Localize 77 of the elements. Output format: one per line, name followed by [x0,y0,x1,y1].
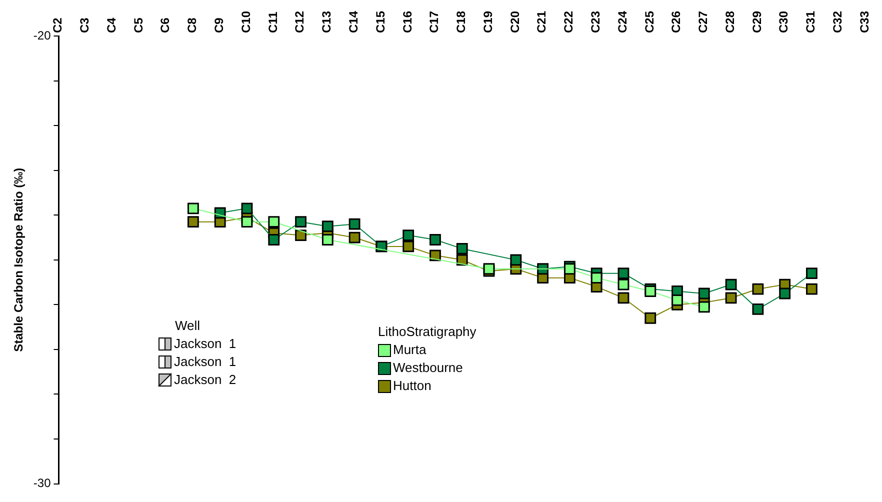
x-tick-label: C10 [238,10,253,34]
x-tick-label: C12 [292,10,307,34]
x-tick-label: C14 [346,10,360,34]
x-tick-label: C31 [804,10,818,34]
x-tick-label: C11 [266,11,280,34]
x-tick-label: C15 [373,10,388,34]
x-tick-label: C21 [534,10,549,34]
x-tick-label: C19 [480,10,495,34]
x-tick-label: C2 [50,17,65,34]
x-tick-label: C32 [830,10,845,34]
x-tick-label: C16 [400,10,414,34]
x-tick-label: C33 [857,10,872,34]
point [348,232,360,244]
point [725,292,737,304]
point [241,202,253,214]
x-tick-label: C24 [615,10,630,34]
legend-title: LithoStratigraphy [378,323,476,341]
point [779,288,791,300]
point [295,230,306,241]
point [456,254,468,266]
y-tick-label: -20 [33,28,52,42]
annotation: Jackson 2 [174,371,236,389]
point [618,278,630,290]
x-tick-label: C25 [642,10,656,34]
x-tick-label: C13 [320,10,334,34]
x-tick-label: C26 [669,10,684,34]
point [752,303,764,315]
annotation: Jackson 1 [174,353,236,371]
x-tick-label: C22 [562,10,576,34]
point [644,286,656,297]
x-tick-label: C29 [750,10,764,34]
y-axis-title: Stable Carbon Isotope Ratio (‰) [12,168,26,352]
x-tick-label: C5 [131,17,146,34]
x-tick-label: C9 [212,17,226,34]
x-tick-label: C28 [722,10,737,34]
x-tick-label: C6 [158,17,172,34]
point [590,272,602,284]
legend-label: Westbourne [393,359,463,377]
point [241,216,253,228]
point [698,301,710,313]
point [698,288,710,300]
point [564,263,576,275]
x-tick-label: C3 [78,17,92,34]
legend-label: Hutton [393,377,432,395]
point [402,230,414,241]
x-tick-label: C30 [776,10,791,34]
point [188,216,199,228]
x-tick-label: C23 [588,10,602,34]
point [618,292,630,304]
point [430,234,441,246]
point [322,220,334,232]
annotation: Well [174,317,202,335]
point [456,243,468,254]
point [295,216,306,228]
legend-label: Murta [393,341,426,359]
point [806,268,818,280]
annotation: Jackson 1 [174,335,236,353]
point [402,240,414,252]
point [752,283,764,295]
point [672,294,683,306]
x-tick-label: C8 [185,17,200,34]
x-tick-label: C27 [696,10,710,34]
point [618,268,630,280]
x-tick-label: C4 [104,17,118,34]
point [188,202,199,214]
point [348,218,360,230]
point [806,283,818,295]
x-tick-label: C18 [454,10,468,34]
point [322,234,334,246]
point [644,312,656,324]
point [725,278,737,290]
point [268,234,280,246]
x-tick-label: C17 [427,10,442,34]
point [268,216,280,228]
point [510,254,522,266]
x-tick-label: C20 [508,10,522,34]
y-tick-label: -30 [33,476,52,490]
